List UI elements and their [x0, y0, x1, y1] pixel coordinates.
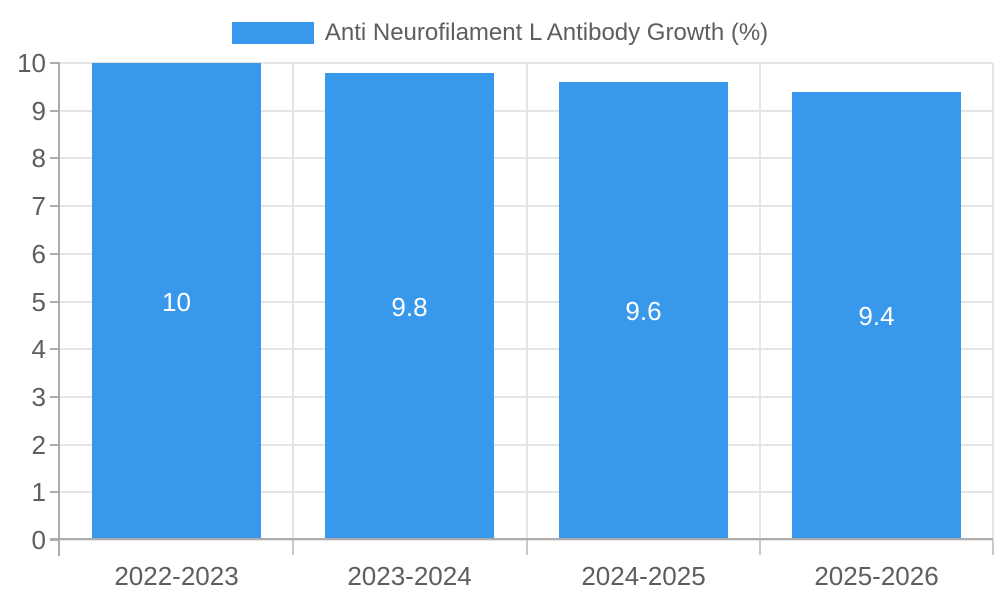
x-axis-label: 2024-2025	[581, 561, 706, 591]
y-axis-tick	[50, 253, 60, 255]
bar-value-label: 10	[162, 287, 191, 317]
y-axis-label: 1	[31, 477, 46, 507]
y-axis-label: 9	[31, 96, 46, 126]
y-axis-tick	[50, 539, 60, 541]
bar-value-label: 9.4	[858, 301, 895, 331]
bar[interactable]	[92, 63, 261, 540]
legend[interactable]: Anti Neurofilament L Antibody Growth (%)	[0, 19, 1000, 47]
gridline-vertical	[992, 63, 994, 540]
gridline-vertical	[292, 63, 294, 540]
y-axis-line	[58, 63, 60, 556]
x-axis-label: 2022-2023	[114, 561, 239, 591]
y-axis-tick	[50, 157, 60, 159]
gridline-vertical	[759, 63, 761, 540]
y-axis-tick	[50, 444, 60, 446]
bar-value-label: 9.8	[391, 292, 428, 322]
y-axis-tick	[50, 491, 60, 493]
legend-swatch	[231, 22, 314, 44]
y-axis-label: 2	[31, 430, 46, 460]
y-axis-label: 6	[31, 239, 46, 269]
y-axis-tick	[50, 205, 60, 207]
x-axis-tick	[292, 540, 294, 555]
x-axis-label: 2023-2024	[347, 561, 472, 591]
y-axis-label: 3	[31, 382, 46, 412]
y-axis-label: 8	[31, 143, 46, 173]
y-axis-label: 4	[31, 334, 46, 364]
plot-area: 0 1 2 3 4 5 6 7 8 9 10 10 2022-2023 9.8 2023-2024 9.6 20…	[17, 49, 994, 590]
x-axis-tick	[526, 540, 528, 555]
legend-label: Anti Neurofilament L Antibody Growth (%)	[324, 19, 769, 46]
y-axis-label: 10	[17, 48, 46, 78]
x-axis-label: 2025-2026	[814, 561, 939, 591]
y-axis-label: 5	[31, 287, 46, 317]
bar[interactable]	[325, 73, 494, 540]
x-axis-tick	[992, 540, 994, 555]
x-axis-line	[50, 538, 993, 540]
y-axis-label: 0	[31, 525, 46, 555]
y-axis-tick	[50, 62, 60, 64]
bar[interactable]	[559, 82, 728, 540]
y-axis-label: 7	[31, 191, 46, 221]
y-axis-tick	[50, 348, 60, 350]
gridline-vertical	[526, 63, 528, 540]
bar-value-label: 9.6	[625, 296, 662, 326]
y-axis-tick	[50, 110, 60, 112]
y-axis-tick	[50, 301, 60, 303]
bar[interactable]	[792, 92, 961, 540]
y-axis-tick	[50, 396, 60, 398]
x-axis-tick	[759, 540, 761, 555]
